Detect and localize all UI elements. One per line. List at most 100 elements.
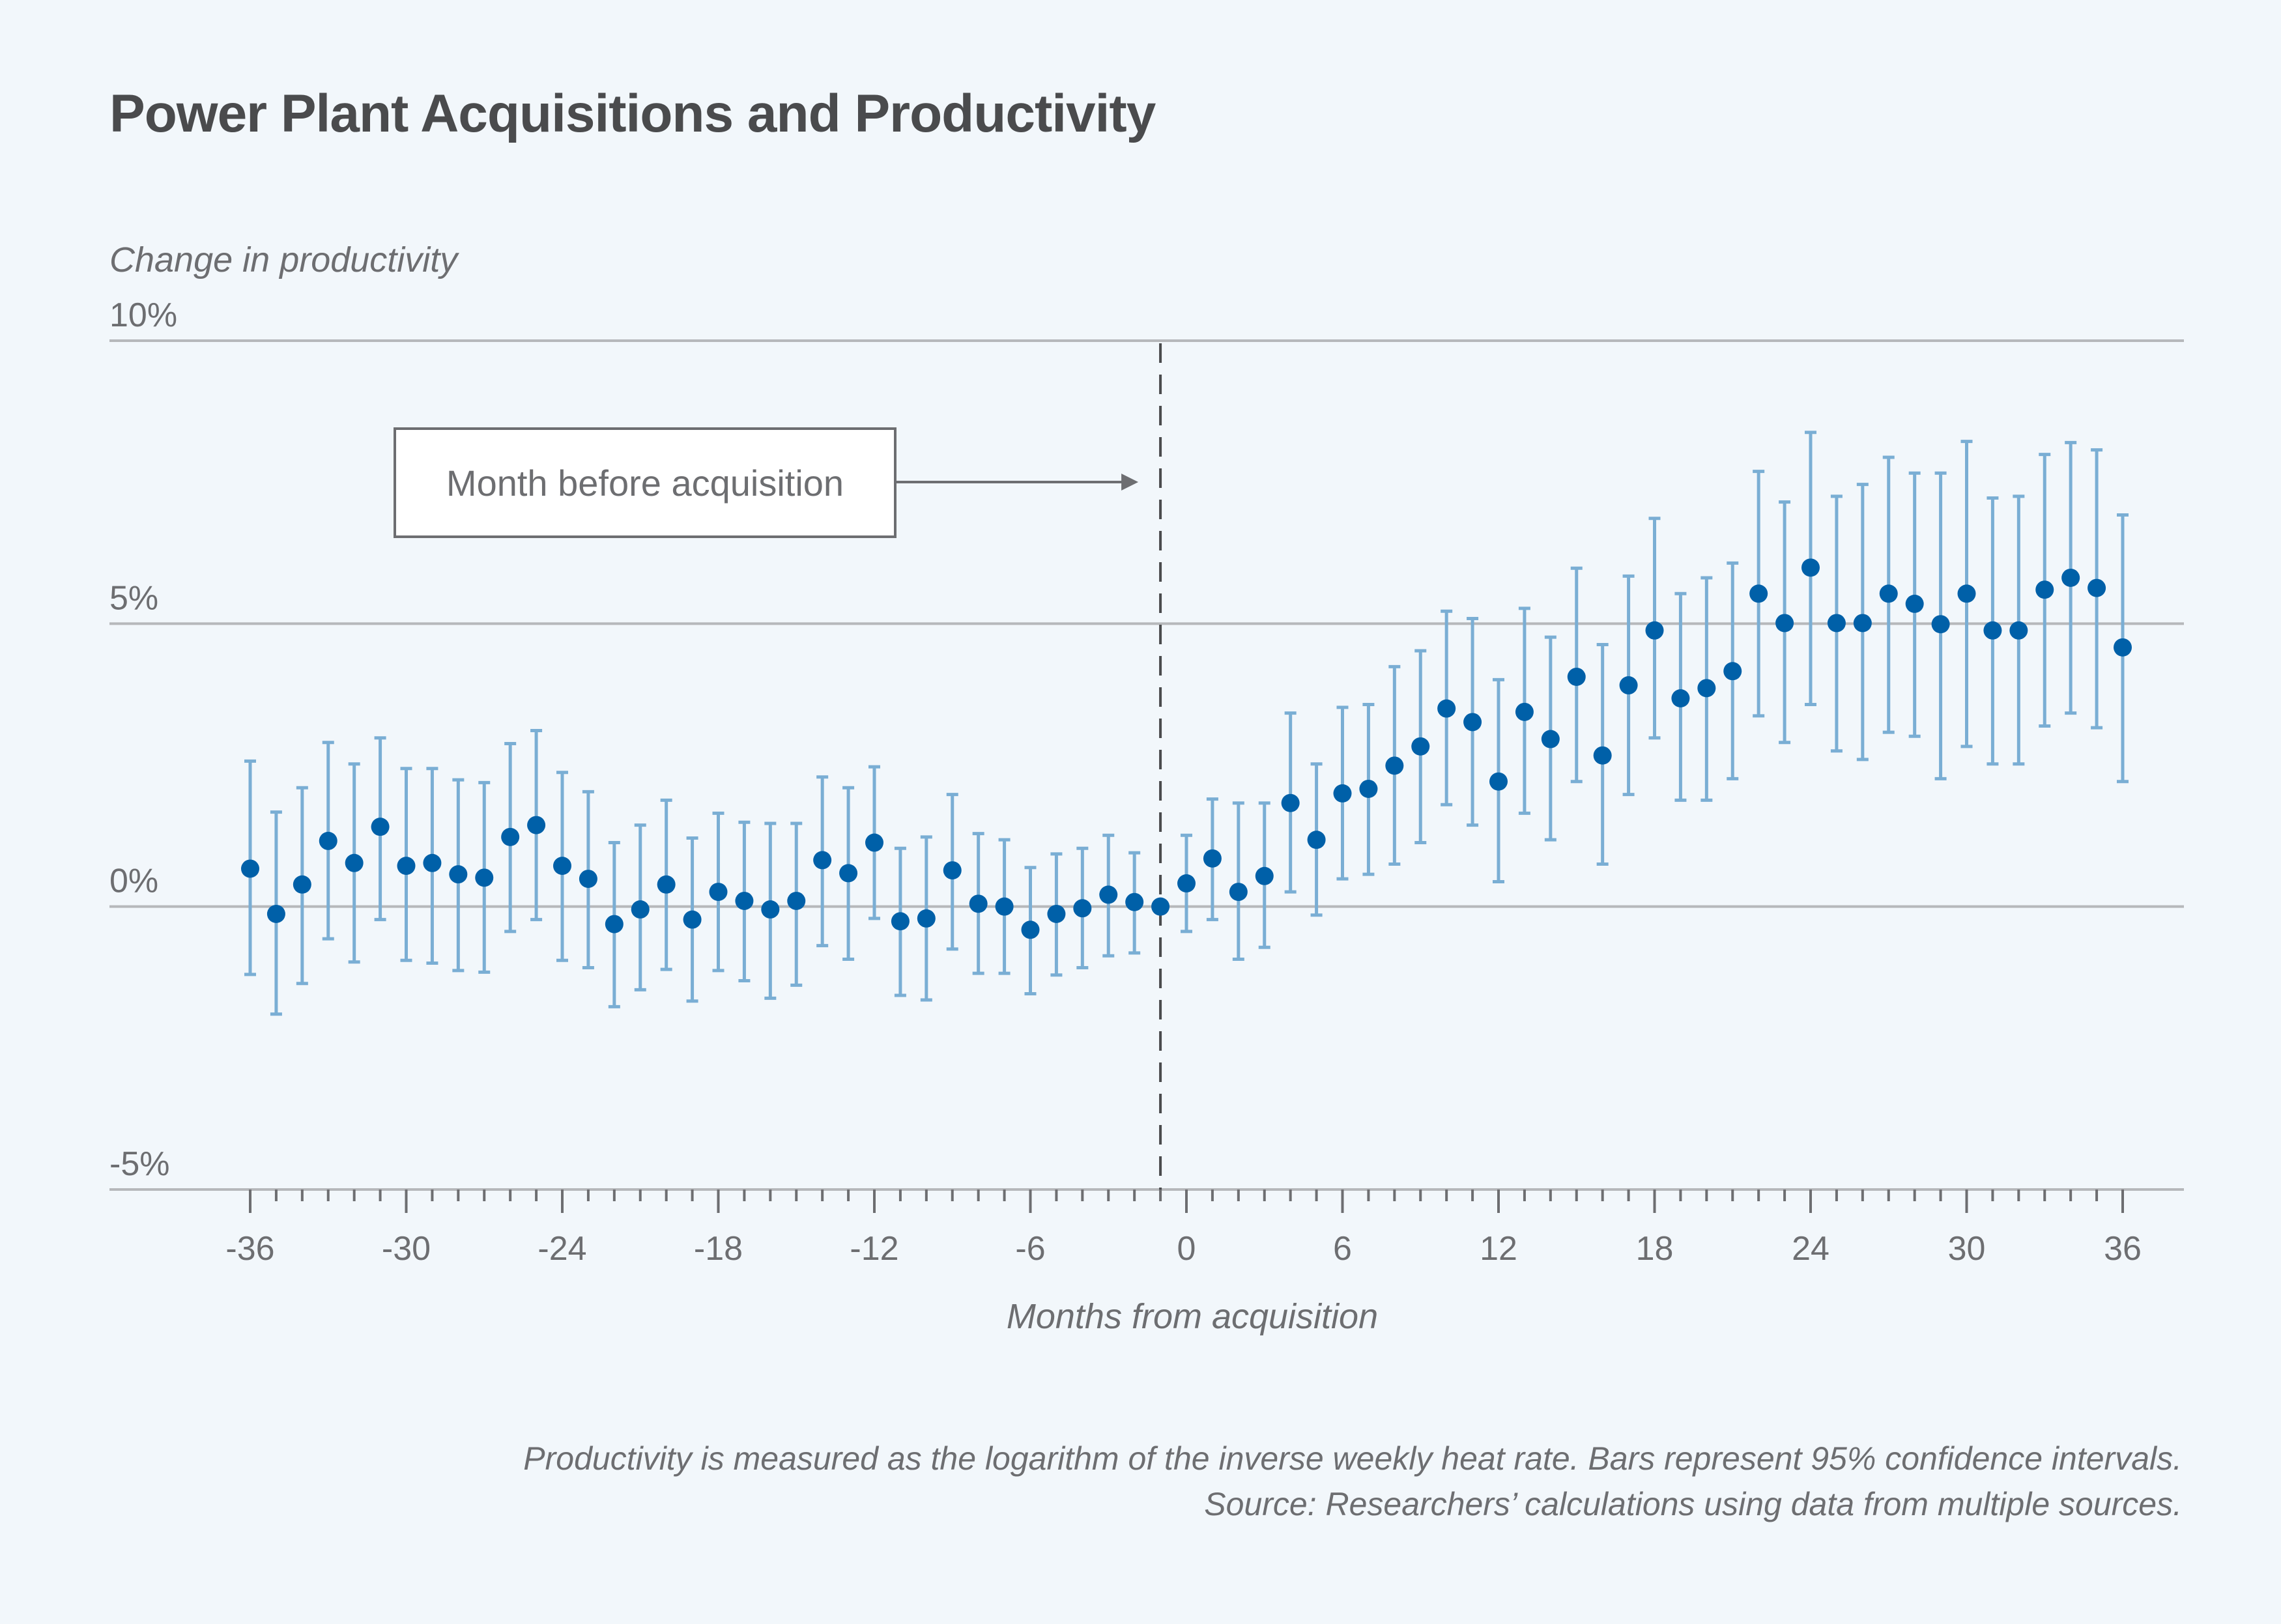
- x-tick-label: -6: [1015, 1230, 1045, 1268]
- data-point: [1515, 702, 1534, 721]
- data-point: [1775, 614, 1794, 633]
- data-point: [2087, 578, 2106, 597]
- x-tick-label: -24: [538, 1230, 586, 1268]
- data-point: [1593, 746, 1612, 765]
- data-point: [397, 857, 416, 876]
- data-points: [241, 558, 2132, 939]
- data-point: [631, 900, 650, 919]
- data-point: [553, 857, 571, 876]
- data-point: [1411, 737, 1430, 756]
- x-tick-label: 30: [1948, 1230, 1986, 1268]
- x-tick-label: 0: [1177, 1230, 1196, 1268]
- annotation-label: Month before acquisition: [446, 462, 844, 504]
- x-tick-label: -30: [382, 1230, 431, 1268]
- annotation-arrow: [897, 474, 1139, 491]
- data-point: [1307, 831, 1326, 849]
- source-note: Source: Researchers’ calculations using …: [1204, 1486, 2182, 1522]
- data-point: [709, 883, 728, 902]
- data-point: [1801, 558, 1820, 577]
- footnote: Productivity is measured as the logarith…: [523, 1440, 2182, 1477]
- data-point: [1073, 899, 1092, 918]
- data-point: [1099, 885, 1118, 904]
- data-point: [579, 870, 597, 889]
- data-point: [1359, 779, 1378, 798]
- error-bar: [1232, 801, 1244, 961]
- data-point: [1281, 793, 1300, 812]
- data-point: [891, 912, 910, 931]
- data-point: [605, 915, 624, 933]
- x-tick-label: -36: [225, 1230, 274, 1268]
- data-point: [1879, 584, 1898, 603]
- annotation-box: Month before acquisition: [394, 427, 897, 538]
- data-point: [1489, 772, 1508, 791]
- x-tick-label: 6: [1333, 1230, 1352, 1268]
- x-tick-label: 24: [1792, 1230, 1829, 1268]
- data-point: [1203, 849, 1222, 868]
- data-point: [501, 827, 520, 846]
- data-point: [1333, 784, 1352, 803]
- x-tick-label: -18: [694, 1230, 743, 1268]
- data-point: [527, 816, 546, 834]
- x-axis: -36 -30 -24 -18 -12 -6 0 6 12 18 24 30 36: [225, 1190, 2142, 1268]
- data-point: [1983, 621, 2002, 640]
- data-point: [2061, 568, 2080, 587]
- data-point: [995, 897, 1014, 916]
- data-point: [865, 833, 883, 852]
- data-point: [1385, 756, 1404, 775]
- data-point: [1125, 892, 1144, 911]
- data-point: [969, 894, 988, 913]
- y-tick-label: 5%: [109, 579, 158, 617]
- data-point: [839, 864, 858, 883]
- data-point: [1749, 584, 1768, 603]
- data-point: [241, 859, 259, 878]
- x-tick-label: 12: [1480, 1230, 1517, 1268]
- y-tick-label: 0%: [109, 862, 158, 900]
- data-point: [423, 853, 442, 872]
- data-point: [1151, 897, 1170, 916]
- data-point: [1229, 883, 1248, 902]
- data-point: [1931, 615, 1950, 634]
- data-point: [1463, 713, 1482, 732]
- data-point: [813, 851, 832, 870]
- data-point: [787, 891, 806, 910]
- data-point: [2114, 638, 2132, 657]
- data-point: [1957, 584, 1976, 603]
- chart-title: Power Plant Acquisitions and Productivit…: [109, 84, 1156, 143]
- data-point: [1047, 904, 1066, 923]
- data-point: [917, 909, 936, 928]
- data-point: [449, 865, 468, 884]
- data-point: [1905, 594, 1924, 613]
- y-tick-labels: -5% 0% 5% 10%: [109, 296, 177, 1183]
- data-point: [345, 853, 364, 872]
- arrow-head-icon: [1121, 474, 1139, 491]
- data-point: [319, 831, 337, 850]
- data-point: [371, 818, 390, 836]
- data-point: [1619, 676, 1638, 695]
- data-point: [1671, 689, 1690, 707]
- data-point: [1723, 662, 1742, 681]
- data-point: [735, 891, 754, 910]
- data-point: [1827, 614, 1846, 633]
- data-point: [761, 900, 780, 919]
- x-axis-label: Months from acquisition: [1006, 1297, 1379, 1336]
- data-point: [1177, 874, 1196, 893]
- y-tick-label: 10%: [109, 296, 177, 334]
- y-axis-label: Change in productivity: [109, 240, 458, 279]
- data-point: [943, 861, 962, 880]
- data-point: [2009, 621, 2028, 640]
- x-tick-label: 36: [2104, 1230, 2142, 1268]
- y-tick-label: -5%: [109, 1145, 169, 1183]
- data-point: [266, 904, 285, 923]
- data-point: [1567, 667, 1586, 686]
- data-point: [683, 910, 702, 929]
- data-point: [1853, 614, 1872, 633]
- data-point: [657, 875, 676, 894]
- data-point: [1541, 730, 1560, 748]
- data-point: [2035, 580, 2054, 599]
- data-point: [1645, 621, 1664, 640]
- x-tick-label: 18: [1636, 1230, 1674, 1268]
- data-point: [1021, 920, 1040, 939]
- x-tick-label: -12: [850, 1230, 898, 1268]
- data-point: [293, 875, 311, 894]
